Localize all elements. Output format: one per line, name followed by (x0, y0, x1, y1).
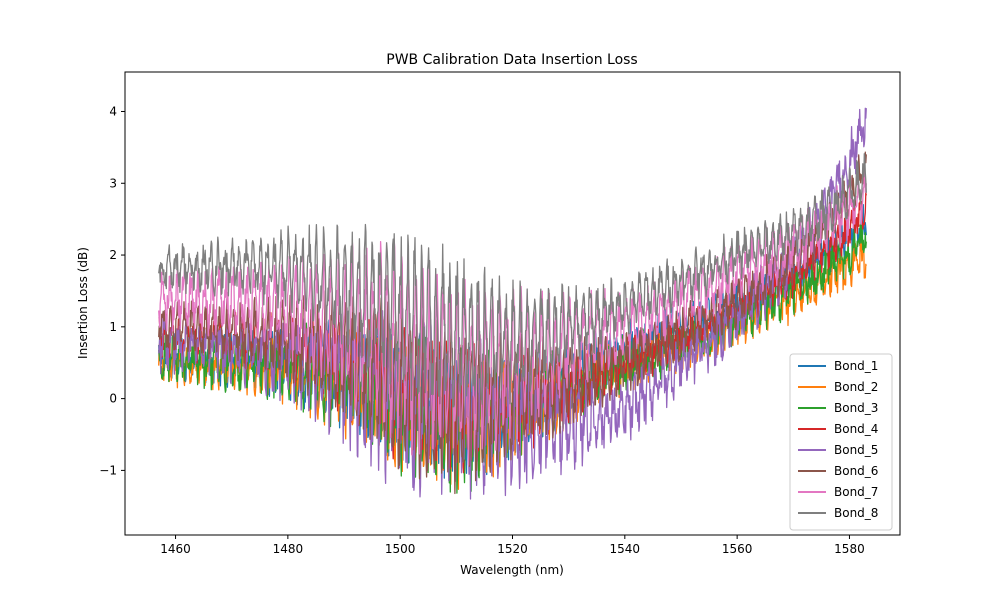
legend-label: Bond_8 (834, 506, 878, 520)
legend-label: Bond_1 (834, 359, 878, 373)
y-tick-label: −1 (99, 463, 117, 477)
legend-label: Bond_6 (834, 464, 878, 478)
x-tick-label: 1480 (273, 542, 304, 556)
legend-label: Bond_4 (834, 422, 878, 436)
x-tick-label: 1560 (722, 542, 753, 556)
x-axis: 1460 1480 1500 1520 1540 1560 1580 (160, 535, 865, 556)
legend-label: Bond_3 (834, 401, 878, 415)
y-tick-label: 0 (109, 392, 117, 406)
x-tick-label: 1460 (160, 542, 191, 556)
y-axis: −1 0 1 2 3 4 (99, 104, 125, 477)
x-tick-label: 1580 (834, 542, 865, 556)
y-tick-label: 2 (109, 248, 117, 262)
x-tick-label: 1520 (497, 542, 528, 556)
legend-label: Bond_2 (834, 380, 878, 394)
y-tick-label: 4 (109, 104, 117, 118)
x-axis-label: Wavelength (nm) (460, 563, 564, 577)
legend: Bond_1 Bond_2 Bond_3 Bond_4 Bond_5 Bond_6 Bond… (789, 353, 893, 531)
x-tick-label: 1540 (610, 542, 641, 556)
legend-label: Bond_5 (834, 443, 878, 457)
legend-label: Bond_7 (834, 485, 878, 499)
y-tick-label: 1 (109, 320, 117, 334)
y-tick-label: 3 (109, 176, 117, 190)
legend-box (789, 353, 893, 531)
x-tick-label: 1500 (385, 542, 416, 556)
series-layer (158, 107, 867, 500)
y-axis-label: Insertion Loss (dB) (76, 247, 90, 359)
series-line-bond_7 (158, 164, 867, 466)
chart-title: PWB Calibration Data Insertion Loss (386, 52, 637, 68)
series-line-bond_8 (158, 153, 867, 408)
